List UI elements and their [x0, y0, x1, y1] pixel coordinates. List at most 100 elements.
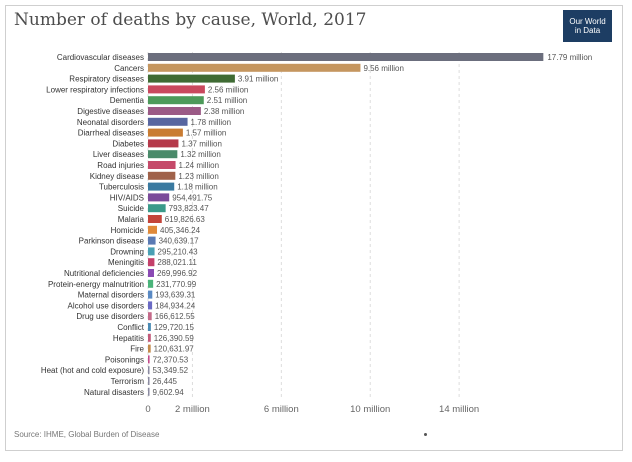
- bar: [148, 333, 151, 342]
- category-label: Natural disasters: [84, 388, 144, 397]
- category-label: Cardiovascular diseases: [57, 53, 144, 62]
- category-label: Drug use disorders: [76, 312, 144, 321]
- x-tick-label: 0: [145, 404, 150, 415]
- value-label: 340,639.17: [159, 237, 200, 246]
- decorative-dot: [424, 433, 427, 436]
- bar: [148, 161, 176, 169]
- bar: [148, 139, 179, 148]
- x-tick-label: 10 million: [350, 404, 390, 415]
- bar: [148, 236, 156, 245]
- category-label: Malaria: [118, 215, 145, 224]
- value-label: 954,491.75: [172, 193, 213, 202]
- category-label: Meningitis: [108, 258, 144, 267]
- category-label: Maternal disorders: [78, 291, 144, 300]
- value-label: 619,826.63: [165, 215, 206, 224]
- category-label: Parkinson disease: [79, 237, 145, 246]
- bar: [148, 150, 178, 159]
- category-label: Lower respiratory infections: [46, 85, 144, 94]
- category-label: Protein-energy malnutrition: [48, 280, 144, 289]
- category-label: Hepatitis: [113, 334, 144, 343]
- category-label: Terrorism: [111, 377, 145, 386]
- bar: [148, 171, 176, 180]
- bar: [148, 290, 153, 299]
- x-tick-label: 14 million: [439, 404, 479, 415]
- owid-logo[interactable]: Our World in Data: [563, 10, 612, 42]
- value-label: 184,934.24: [155, 301, 196, 310]
- value-label: 2.51 million: [207, 96, 247, 105]
- value-label: 1.24 million: [179, 161, 219, 170]
- category-label: Fire: [130, 345, 144, 354]
- value-label: 295,210.43: [158, 247, 199, 256]
- category-label: Nutritional deficiencies: [64, 269, 144, 278]
- value-label: 9.56 million: [363, 64, 403, 73]
- value-label: 3.91 million: [238, 75, 278, 84]
- category-label: Suicide: [118, 204, 145, 213]
- value-label: 53,349.52: [153, 366, 189, 375]
- source-note: Source: IHME, Global Burden of Disease: [14, 430, 160, 439]
- value-label: 269,996.92: [157, 269, 198, 278]
- bar: [148, 85, 205, 94]
- bar: [148, 53, 544, 61]
- category-label: HIV/AIDS: [110, 193, 144, 202]
- category-label: Poisonings: [105, 355, 144, 364]
- bar: [148, 63, 361, 72]
- chart-frame: [5, 5, 623, 451]
- bar: [148, 96, 204, 105]
- value-label: 1.32 million: [180, 150, 220, 159]
- value-label: 193,639.31: [155, 291, 196, 300]
- category-label: Dementia: [110, 96, 145, 105]
- value-label: 17.79 million: [547, 53, 592, 62]
- category-label: Tuberculosis: [99, 183, 144, 192]
- value-label: 231,770.99: [156, 280, 197, 289]
- category-label: Respiratory diseases: [69, 75, 144, 84]
- bar: [148, 74, 235, 83]
- bar: [148, 279, 154, 288]
- value-label: 72,370.53: [153, 355, 189, 364]
- value-label: 1.37 million: [181, 139, 221, 148]
- bar: [148, 269, 154, 277]
- bar: [148, 117, 188, 126]
- bar: [148, 182, 175, 191]
- logo-line-2: in Data: [574, 26, 601, 35]
- bar: [148, 193, 170, 202]
- category-label: Liver diseases: [93, 150, 144, 159]
- value-label: 120,631.97: [154, 345, 195, 354]
- value-label: 1.57 million: [186, 129, 226, 138]
- chart-title: Number of deaths by cause, World, 2017: [14, 10, 367, 30]
- value-label: 126,390.59: [154, 334, 195, 343]
- bar: [148, 215, 162, 223]
- value-label: 9,602.94: [153, 388, 185, 397]
- category-label: Homicide: [111, 226, 145, 235]
- bar: [148, 301, 153, 310]
- category-label: Diabetes: [112, 139, 144, 148]
- bar: [148, 204, 166, 213]
- value-label: 1.23 million: [178, 172, 218, 181]
- value-label: 793,823.47: [169, 204, 210, 213]
- value-label: 2.38 million: [204, 107, 244, 116]
- bar: [148, 107, 201, 115]
- bar: [148, 366, 150, 375]
- x-tick-label: 6 million: [264, 404, 299, 415]
- category-label: Conflict: [117, 323, 144, 332]
- category-label: Alcohol use disorders: [68, 301, 144, 310]
- value-label: 2.56 million: [208, 85, 248, 94]
- value-label: 288,021.11: [157, 258, 197, 267]
- logo-line-1: Our World: [569, 17, 606, 26]
- category-label: Heat (hot and cold exposure): [41, 366, 145, 375]
- bar: [148, 258, 155, 267]
- bar: [148, 312, 152, 321]
- bar: [148, 387, 150, 396]
- bar: [148, 128, 183, 137]
- value-label: 166,612.55: [155, 312, 196, 321]
- x-tick-label: 2 million: [175, 404, 210, 415]
- category-label: Road injuries: [97, 161, 144, 170]
- value-label: 1.78 million: [191, 118, 231, 127]
- value-label: 405,346.24: [160, 226, 201, 235]
- category-label: Cancers: [114, 64, 144, 73]
- value-label: 129,720.15: [154, 323, 195, 332]
- value-label: 1.18 million: [177, 183, 217, 192]
- bar: [148, 344, 151, 353]
- value-label: 26,445: [153, 377, 178, 386]
- bar: [148, 323, 151, 331]
